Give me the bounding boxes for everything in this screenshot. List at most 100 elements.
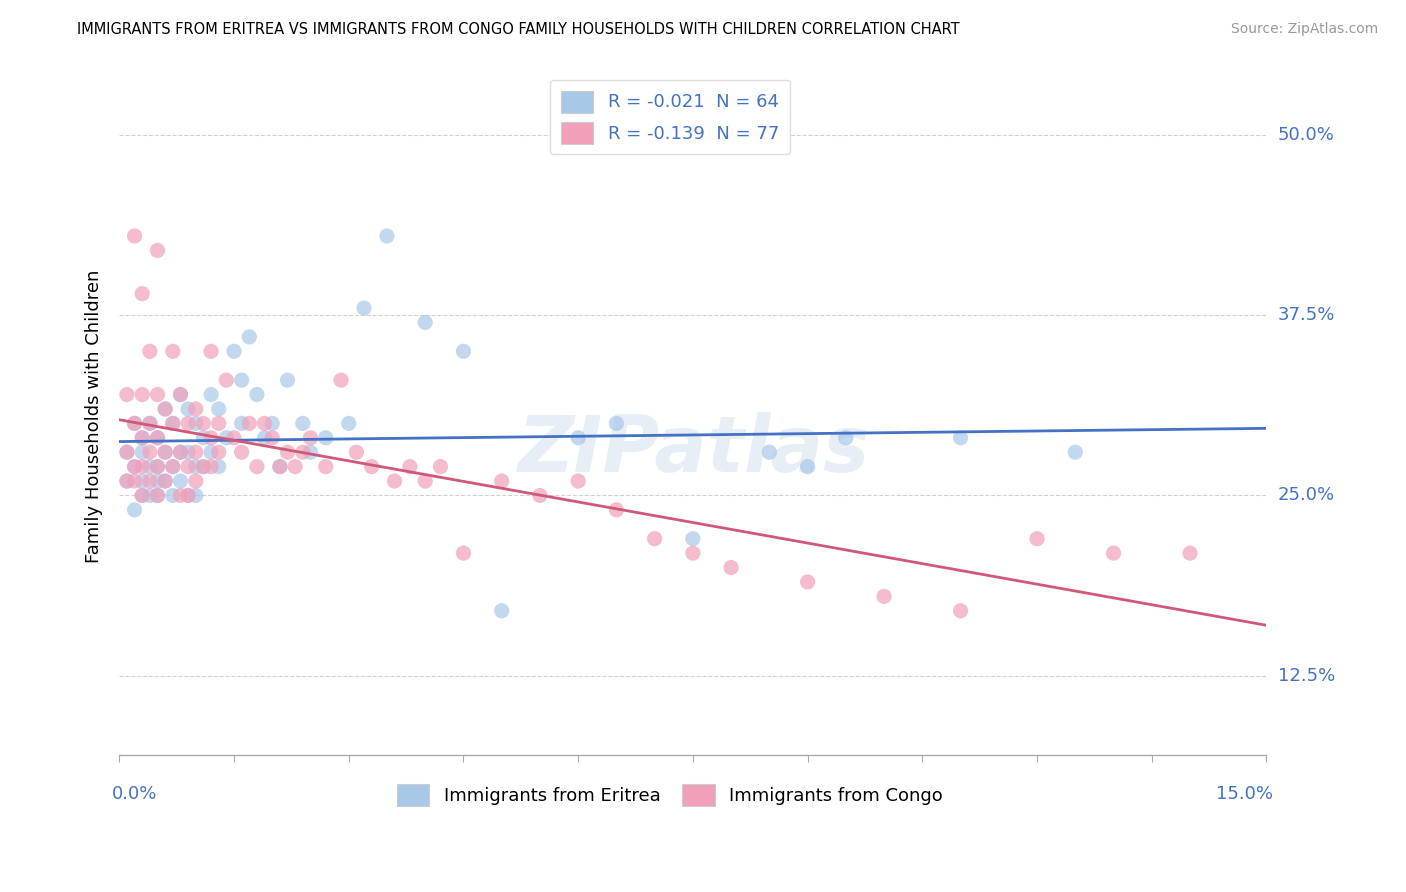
Text: ZIPatlas: ZIPatlas	[517, 412, 869, 488]
Point	[200, 445, 222, 459]
Point	[269, 459, 291, 474]
Point	[184, 488, 207, 502]
Point	[146, 387, 169, 401]
Point	[124, 459, 146, 474]
Point	[139, 488, 162, 502]
Point	[169, 445, 191, 459]
Point	[153, 401, 176, 416]
Point	[384, 474, 406, 488]
Point	[177, 401, 200, 416]
Point	[124, 459, 146, 474]
Point	[375, 229, 398, 244]
Point	[177, 459, 200, 474]
Point	[360, 459, 382, 474]
Point	[399, 459, 422, 474]
Point	[193, 459, 215, 474]
Point	[146, 474, 169, 488]
Point	[131, 431, 153, 445]
Point	[146, 431, 169, 445]
Point	[413, 316, 436, 330]
Point	[184, 401, 207, 416]
Point	[115, 474, 138, 488]
Point	[605, 417, 627, 431]
Point	[131, 431, 153, 445]
Point	[200, 459, 222, 474]
Point	[131, 459, 153, 474]
Point	[162, 488, 184, 502]
Point	[139, 474, 162, 488]
Point	[169, 445, 191, 459]
Point	[131, 488, 153, 502]
Point	[177, 488, 200, 502]
Point	[169, 387, 191, 401]
Point	[344, 445, 367, 459]
Point	[353, 301, 375, 315]
Point	[115, 445, 138, 459]
Point	[177, 445, 200, 459]
Point	[139, 459, 162, 474]
Text: IMMIGRANTS FROM ERITREA VS IMMIGRANTS FROM CONGO FAMILY HOUSEHOLDS WITH CHILDREN: IMMIGRANTS FROM ERITREA VS IMMIGRANTS FR…	[77, 22, 960, 37]
Point	[162, 459, 184, 474]
Point	[238, 417, 260, 431]
Text: 25.0%: 25.0%	[1278, 486, 1336, 505]
Point	[682, 532, 704, 546]
Point	[139, 445, 162, 459]
Text: 15.0%: 15.0%	[1216, 786, 1274, 804]
Point	[200, 431, 222, 445]
Point	[949, 431, 972, 445]
Point	[215, 431, 238, 445]
Point	[291, 417, 314, 431]
Point	[124, 417, 146, 431]
Point	[131, 474, 153, 488]
Point	[222, 431, 245, 445]
Point	[1102, 546, 1125, 560]
Point	[231, 445, 253, 459]
Point	[231, 373, 253, 387]
Text: Source: ZipAtlas.com: Source: ZipAtlas.com	[1230, 22, 1378, 37]
Point	[115, 474, 138, 488]
Point	[269, 459, 291, 474]
Point	[238, 330, 260, 344]
Point	[124, 229, 146, 244]
Point	[605, 503, 627, 517]
Point	[720, 560, 742, 574]
Point	[1026, 532, 1049, 546]
Point	[758, 445, 780, 459]
Point	[262, 417, 284, 431]
Text: 37.5%: 37.5%	[1278, 306, 1336, 325]
Point	[146, 459, 169, 474]
Point	[193, 417, 215, 431]
Point	[169, 474, 191, 488]
Point	[169, 387, 191, 401]
Y-axis label: Family Households with Children: Family Households with Children	[86, 269, 103, 563]
Point	[153, 474, 176, 488]
Point	[200, 387, 222, 401]
Point	[215, 373, 238, 387]
Point	[644, 532, 666, 546]
Point	[153, 445, 176, 459]
Point	[491, 474, 513, 488]
Point	[146, 459, 169, 474]
Point	[1064, 445, 1087, 459]
Point	[949, 604, 972, 618]
Point	[246, 387, 269, 401]
Point	[146, 431, 169, 445]
Point	[291, 445, 314, 459]
Point	[169, 488, 191, 502]
Point	[453, 344, 475, 359]
Point	[796, 574, 818, 589]
Point	[315, 431, 337, 445]
Text: 0.0%: 0.0%	[112, 786, 157, 804]
Point	[413, 474, 436, 488]
Point	[193, 431, 215, 445]
Point	[131, 445, 153, 459]
Point	[330, 373, 353, 387]
Point	[262, 431, 284, 445]
Point	[146, 488, 169, 502]
Point	[231, 417, 253, 431]
Point	[835, 431, 858, 445]
Point	[567, 431, 589, 445]
Point	[139, 417, 162, 431]
Point	[277, 445, 299, 459]
Point	[146, 244, 169, 258]
